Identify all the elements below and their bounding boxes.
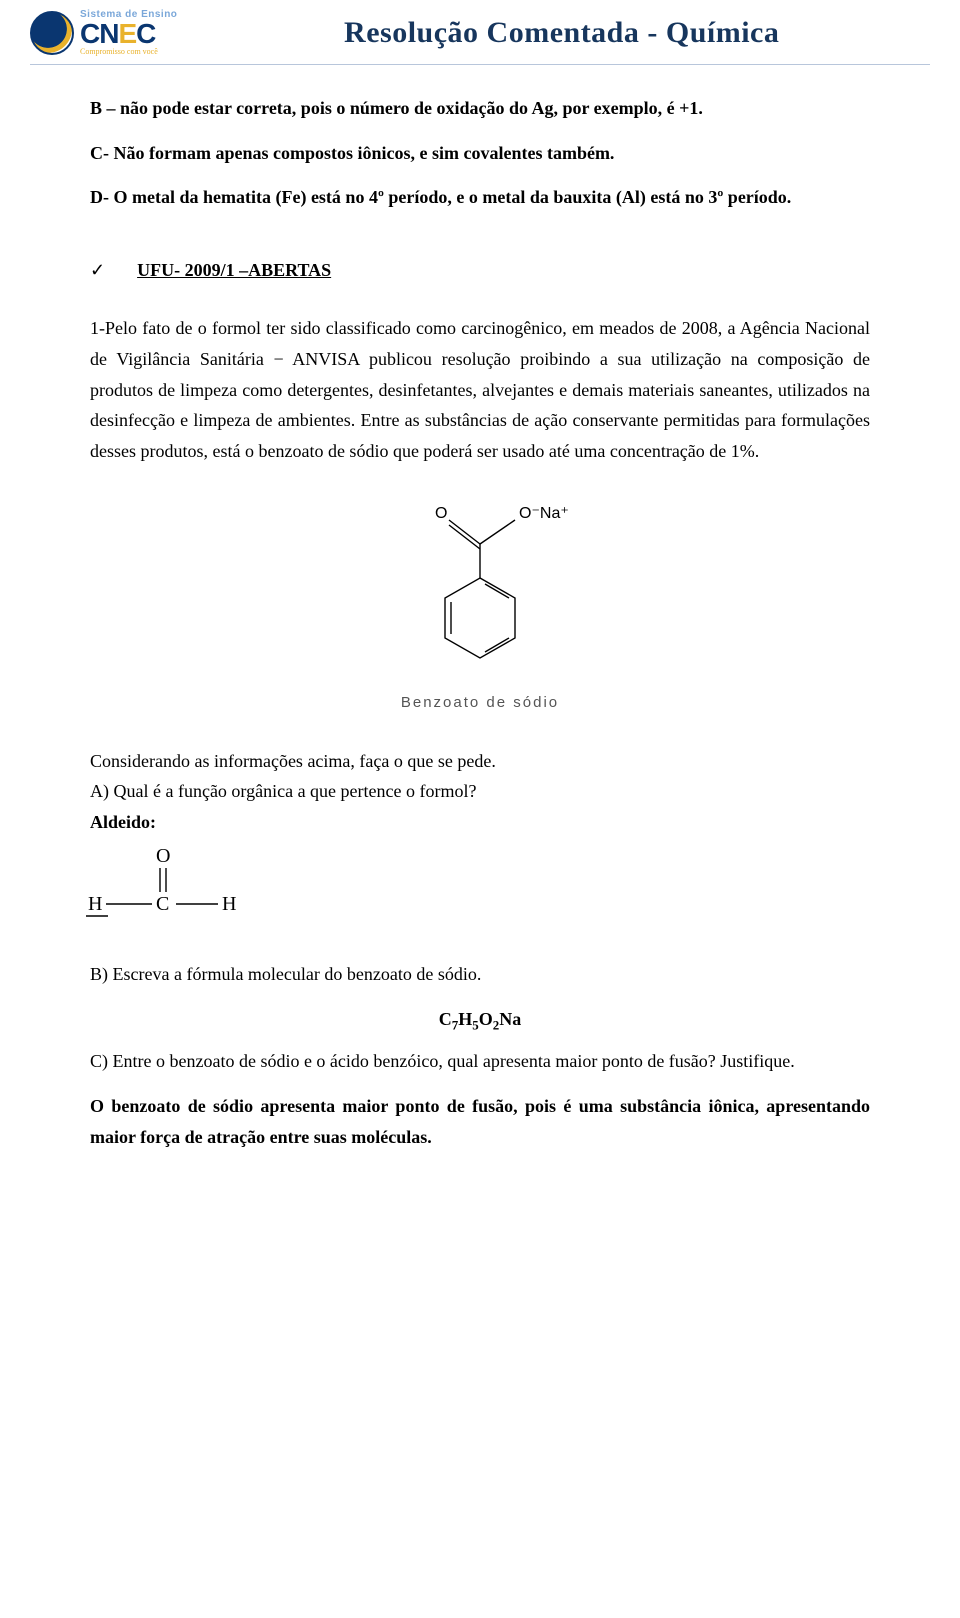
answer-c: C- Não formam apenas compostos iônicos, … bbox=[90, 138, 870, 169]
aldehyde-figure: O H C H bbox=[86, 844, 870, 932]
benzoate-structure-icon: O O⁻Na⁺ bbox=[375, 492, 585, 682]
section-heading: ✓ UFU- 2009/1 –ABERTAS bbox=[90, 227, 870, 314]
section-title: UFU- 2009/1 –ABERTAS bbox=[137, 255, 331, 286]
logo-acronym: CNEC bbox=[80, 20, 177, 48]
header-divider bbox=[30, 64, 930, 65]
label-H-left: H bbox=[88, 893, 102, 915]
benzoate-figure: O O⁻Na⁺ Benzoato de sódio bbox=[90, 492, 870, 716]
brand-logo: Sistema de Ensino CNEC Compromisso com v… bbox=[30, 10, 177, 56]
question-c: C) Entre o benzoato de sódio e o ácido b… bbox=[90, 1046, 870, 1077]
question-a: A) Qual é a função orgânica a que perten… bbox=[90, 776, 870, 807]
question-b-formula: C7H5O2Na bbox=[90, 1004, 870, 1037]
logo-globe-icon bbox=[30, 11, 74, 55]
document-body: B – não pode estar correta, pois o númer… bbox=[0, 93, 960, 1152]
benzoate-caption: Benzoato de sódio bbox=[401, 690, 559, 716]
label-O: O bbox=[156, 845, 170, 867]
label-C: C bbox=[156, 893, 169, 915]
question-1-text: 1-Pelo fato de o formol ter sido classif… bbox=[90, 313, 870, 466]
answer-d: D- O metal da hematita (Fe) está no 4º p… bbox=[90, 182, 870, 213]
page-title: Resolução Comentada - Química bbox=[193, 16, 930, 50]
question-b: B) Escreva a fórmula molecular do benzoa… bbox=[90, 959, 870, 990]
label-ONa: O⁻Na⁺ bbox=[519, 505, 569, 522]
aldehyde-structure-icon: O H C H bbox=[86, 844, 246, 922]
page-header: Sistema de Ensino CNEC Compromisso com v… bbox=[0, 0, 960, 62]
answer-b: B – não pode estar correta, pois o númer… bbox=[90, 93, 870, 124]
label-O: O bbox=[435, 505, 447, 522]
logo-tagline: Compromisso com você bbox=[80, 48, 177, 56]
label-H-right: H bbox=[222, 893, 236, 915]
check-icon: ✓ bbox=[90, 260, 105, 280]
logo-text: Sistema de Ensino CNEC Compromisso com v… bbox=[80, 10, 177, 56]
question-a-answer-label: Aldeido: bbox=[90, 807, 870, 838]
question-c-answer: O benzoato de sódio apresenta maior pont… bbox=[90, 1091, 870, 1152]
question-intro: Considerando as informações acima, faça … bbox=[90, 746, 870, 777]
